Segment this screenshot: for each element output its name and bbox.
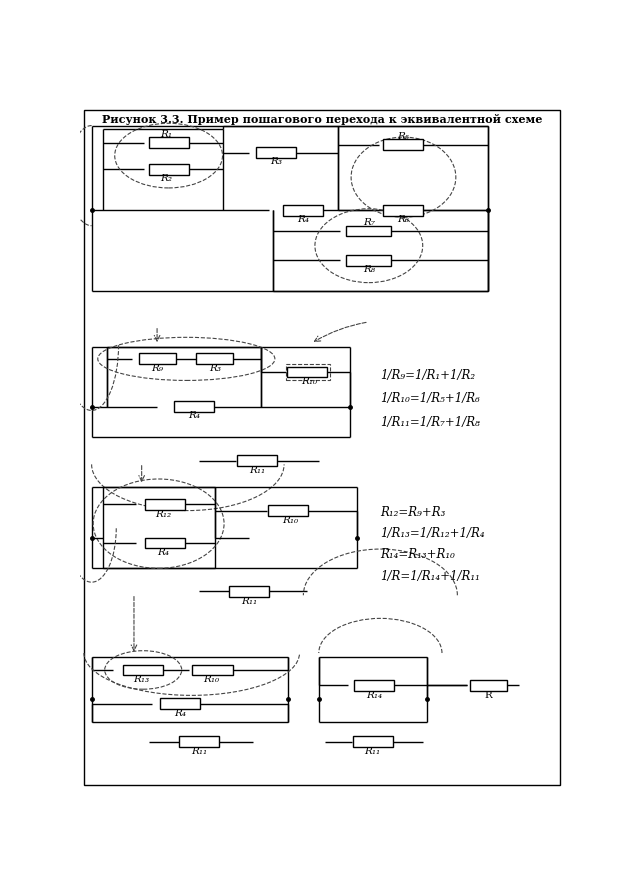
Bar (286, 364, 330, 380)
Bar (180, 736, 219, 747)
Text: 1/R=1/R₁₄+1/R₁₁: 1/R=1/R₁₄+1/R₁₁ (381, 570, 480, 582)
Text: R₁₃: R₁₃ (134, 675, 149, 685)
Text: R₁₂=R₉+R₃: R₁₂=R₉+R₃ (381, 507, 446, 519)
Text: R₅: R₅ (398, 132, 409, 141)
Text: 1/R₁₁=1/R₇+1/R₈: 1/R₁₁=1/R₇+1/R₈ (381, 416, 480, 429)
Text: R₄: R₄ (157, 548, 169, 557)
Text: R₁₀: R₁₀ (203, 675, 219, 685)
Text: R₁₁: R₁₁ (241, 597, 257, 606)
Text: 1/R₁₃=1/R₁₂+1/R₄: 1/R₁₃=1/R₁₂+1/R₄ (381, 527, 485, 540)
Text: R: R (484, 691, 492, 700)
Bar (197, 354, 233, 364)
Bar (256, 147, 296, 158)
Bar (193, 664, 232, 675)
Text: R₁₀: R₁₀ (301, 377, 318, 386)
Text: R₄: R₄ (298, 215, 310, 224)
Text: R₃: R₃ (271, 157, 283, 167)
Bar (149, 137, 188, 148)
Bar (123, 664, 163, 675)
Text: R₇: R₇ (363, 218, 375, 227)
Text: R₁₀: R₁₀ (282, 516, 298, 525)
Text: R₁₁: R₁₁ (192, 747, 207, 756)
Bar (144, 499, 185, 509)
Text: R₆: R₆ (398, 215, 409, 224)
Bar (237, 455, 277, 466)
Bar (347, 226, 391, 237)
Bar (268, 505, 308, 516)
Text: R₉: R₉ (151, 363, 163, 373)
Bar (384, 139, 423, 151)
Text: R₁₄=R₁₃+R₁₀: R₁₄=R₁₃+R₁₀ (381, 548, 455, 561)
Text: R₁₂: R₁₂ (155, 510, 171, 519)
Text: 1/R₉=1/R₁+1/R₂: 1/R₉=1/R₁+1/R₂ (381, 369, 475, 383)
Text: R₁: R₁ (160, 129, 172, 138)
Bar (174, 401, 214, 412)
Bar (160, 698, 200, 709)
Bar (287, 367, 327, 377)
Bar (353, 736, 392, 747)
Bar (384, 205, 423, 215)
Bar (149, 164, 188, 175)
Bar (139, 354, 176, 364)
Text: R₄: R₄ (188, 411, 200, 420)
Bar (229, 586, 269, 597)
Text: R₄: R₄ (174, 710, 186, 719)
Bar (354, 680, 394, 691)
Text: R₈: R₈ (363, 265, 375, 274)
Text: R₁₁: R₁₁ (249, 466, 265, 475)
Bar (283, 205, 323, 215)
Text: R₁₄: R₁₄ (366, 691, 382, 700)
Bar (347, 255, 391, 266)
Text: R₁₁: R₁₁ (365, 747, 381, 756)
Bar (144, 538, 185, 548)
Text: R₂: R₂ (160, 175, 172, 183)
Text: Рисунок 3.3. Пример пошагового перехода к эквивалентной схеме: Рисунок 3.3. Пример пошагового перехода … (102, 114, 542, 125)
Bar (470, 680, 507, 691)
Text: 1/R₁₀=1/R₅+1/R₆: 1/R₁₀=1/R₅+1/R₆ (381, 392, 480, 406)
Text: R₃: R₃ (209, 363, 221, 373)
